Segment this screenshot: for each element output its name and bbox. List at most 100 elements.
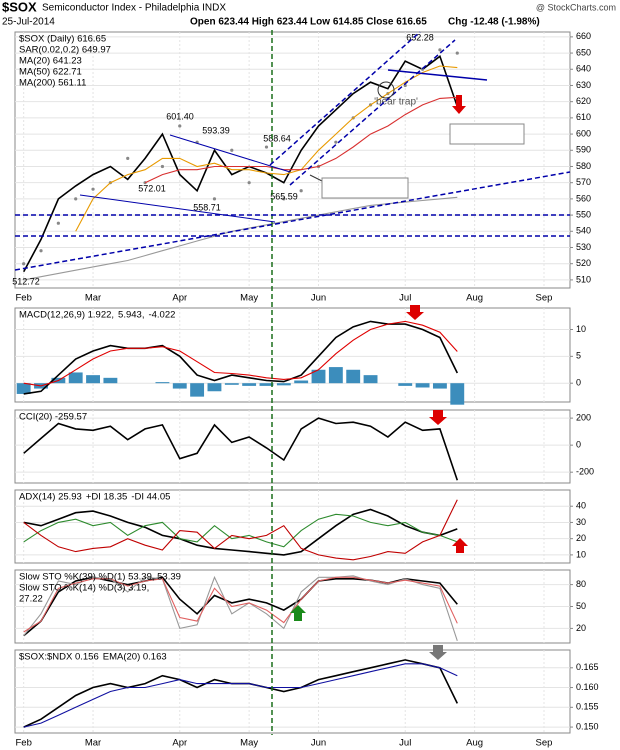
annotation: 593.39 <box>202 125 230 135</box>
trend-line <box>14 171 571 271</box>
legend-label: -4.022 <box>148 310 175 321</box>
arrow <box>429 645 447 660</box>
marker-circle <box>377 81 395 99</box>
y-tick-label: 510 <box>576 274 591 284</box>
sar-dot <box>39 249 43 253</box>
x-tick-label: Mar <box>85 738 101 749</box>
legend-label: MA(200) 561.11 <box>19 78 86 89</box>
sar-dot <box>160 164 165 169</box>
x-tick-label: Feb <box>15 293 31 304</box>
sar-dot <box>334 140 338 144</box>
callout-box <box>449 123 525 145</box>
channel-line <box>289 39 456 186</box>
sar-dot <box>126 156 130 160</box>
histogram-bar <box>68 372 83 384</box>
histogram-bar <box>450 383 465 405</box>
y-tick-label: 20 <box>576 623 586 633</box>
series-line <box>144 96 458 184</box>
channel-line <box>269 31 421 166</box>
y-tick-label: 0.150 <box>576 721 599 731</box>
annotation: 588.64 <box>263 133 291 143</box>
x-tick-label: Mar <box>85 293 101 304</box>
panel: 10 20 30 40 ADX(14) 25.93 +DI 18.35 -DI 44.05 <box>14 489 586 564</box>
y-tick-label: 570 <box>576 177 591 187</box>
legend-label: Slow STO %K(14) %D(3) 3.19, <box>19 583 149 594</box>
y-tick-label: 40 <box>576 501 586 511</box>
y-tick-label: 50 <box>576 601 586 611</box>
histogram-bar <box>207 383 222 392</box>
series-line <box>23 575 458 641</box>
y-tick-label: 5 <box>576 351 581 361</box>
series-line <box>23 659 459 728</box>
legend-label: 5.943, <box>118 310 144 321</box>
series-line <box>75 65 458 232</box>
legend-label: ADX(14) 25.93 <box>19 492 82 503</box>
histogram-bar <box>242 383 257 386</box>
x-tick-label: Jun <box>311 293 326 304</box>
wedge-line <box>169 134 291 173</box>
y-tick-label: 0.165 <box>576 662 599 672</box>
sar-dot <box>22 262 26 266</box>
y-tick-label: 610 <box>576 112 591 122</box>
panel: 0 5 10 MACD(12,26,9) 1.922, 5.943, -4.022 <box>14 307 586 405</box>
legend-label: $SOX:$NDX 0.156 <box>19 652 99 663</box>
y-tick-label: 10 <box>576 324 586 334</box>
sar-dot <box>282 197 286 201</box>
histogram-bar <box>398 383 413 386</box>
y-tick-label: 550 <box>576 209 591 219</box>
series-line <box>23 508 458 556</box>
sar-dot <box>247 181 251 185</box>
y-tick-label: 650 <box>576 47 591 57</box>
legend-label: -DI 44.05 <box>131 492 170 503</box>
panel-frame <box>14 31 571 289</box>
annotation: 601.40 <box>166 111 194 121</box>
series-line <box>22 55 459 273</box>
y-tick-label: 20 <box>576 533 586 543</box>
y-tick-label: 0 <box>576 378 581 388</box>
x-tick-label: Jul <box>399 293 411 304</box>
panel: 0.150 0.155 0.160 0.165 $SOX:$NDX 0.156 EMA(2… <box>14 649 599 749</box>
histogram-bar <box>328 367 343 384</box>
histogram-bar <box>224 383 239 385</box>
x-tick-label: Jun <box>311 738 326 749</box>
y-tick-label: 620 <box>576 96 591 106</box>
sar-dot <box>212 197 217 201</box>
histogram-bar <box>363 375 378 384</box>
legend-label: MA(50) 622.71 <box>19 67 82 78</box>
drawings <box>14 30 571 735</box>
arrow <box>406 305 424 320</box>
sar-dot <box>264 145 269 149</box>
sar-dot <box>91 187 95 191</box>
panel-frame <box>14 409 571 484</box>
sar-dot <box>438 48 442 52</box>
y-tick-label: 0.155 <box>576 702 599 712</box>
y-tick-label: 520 <box>576 258 591 268</box>
sar-dot <box>299 189 303 193</box>
legend-label: EMA(20) 0.163 <box>103 652 167 663</box>
y-tick-label: 200 <box>576 412 591 422</box>
sar-dot <box>178 124 182 128</box>
histogram-bar <box>294 380 309 384</box>
panel-frame <box>14 649 571 734</box>
neckline <box>387 69 488 81</box>
annotation: 512.72 <box>12 276 40 286</box>
series-line <box>23 417 459 481</box>
y-tick-label: 580 <box>576 161 591 171</box>
callout-box <box>321 177 409 199</box>
annotation: 565.59 <box>270 191 298 201</box>
legend-label: +DI 18.35 <box>86 492 127 503</box>
x-tick-label: Apr <box>172 738 187 749</box>
histogram-bar <box>276 383 291 386</box>
annotation: 558.71 <box>193 202 221 212</box>
histogram-bar <box>86 375 100 384</box>
legend-label: MACD(12,26,9) 1.922, <box>19 310 114 321</box>
panel: -200 0 200 CCI(20) -259.57 <box>14 409 594 484</box>
quote: Open 623.44 High 623.44 Low 614.85 Close… <box>190 17 427 28</box>
legend-label: SAR(0.02,0.2) 649.97 <box>19 45 111 56</box>
sar-dot <box>56 221 60 225</box>
x-tick-label: Apr <box>172 293 187 304</box>
y-tick-label: 530 <box>576 242 591 252</box>
y-tick-label: 640 <box>576 64 591 74</box>
sar-dot <box>455 51 459 55</box>
legend-label: 27.22 <box>19 594 43 605</box>
